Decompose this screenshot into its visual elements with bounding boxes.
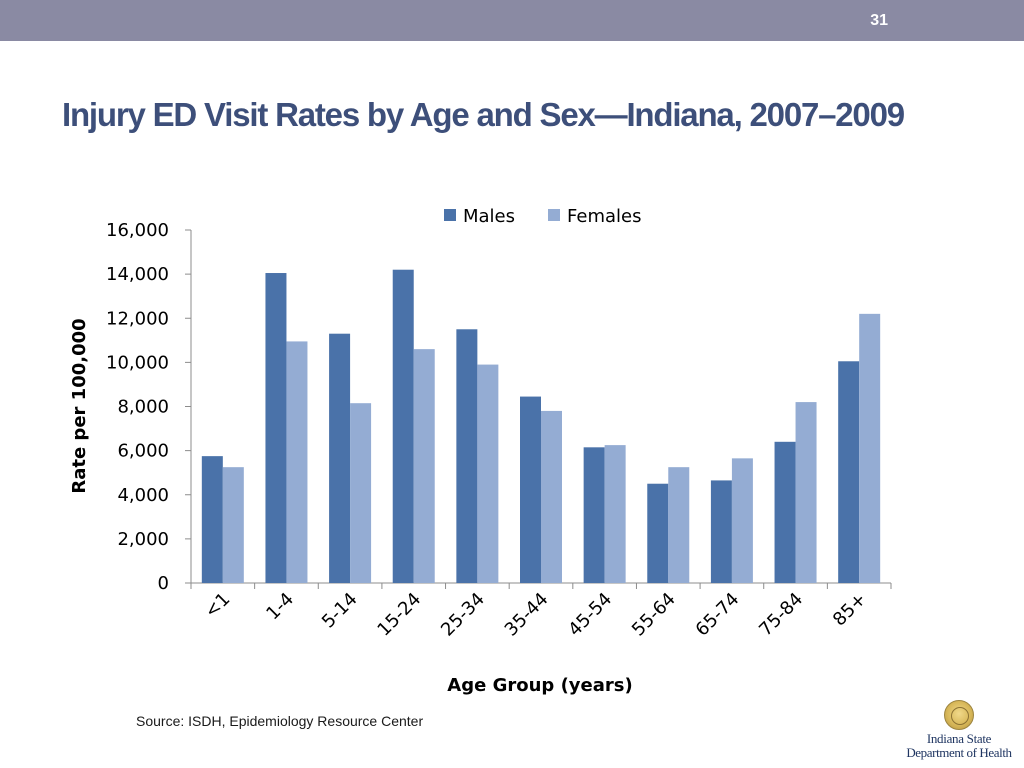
x-tick-label: 35-44 — [501, 589, 553, 641]
x-tick-label: <1 — [201, 589, 235, 623]
bar-females — [222, 467, 244, 583]
y-tick-label: 6,000 — [117, 441, 169, 462]
bar-males — [201, 456, 223, 583]
page-title: Injury ED Visit Rates by Age and Sex—Ind… — [62, 96, 905, 133]
bar-males — [392, 269, 414, 583]
logo-text-line2: Department of Health — [906, 745, 1012, 760]
y-tick-label: 12,000 — [106, 308, 169, 329]
x-tick-label: 25-34 — [437, 589, 489, 641]
x-tick-label: 45-54 — [564, 589, 616, 641]
x-tick-label: 75-84 — [755, 589, 807, 641]
top-bar: 31 — [0, 0, 1024, 41]
logo-text-line1: Indiana State — [926, 731, 992, 746]
slide-number: 31 — [870, 12, 888, 29]
legend-swatch-males — [444, 209, 456, 221]
bar-females — [668, 467, 690, 583]
bar-males — [774, 441, 796, 583]
bar-females — [413, 349, 435, 583]
bar-males — [329, 333, 351, 583]
legend-label-males: Males — [463, 206, 515, 227]
bar-females — [731, 458, 753, 583]
x-tick-label: 5-14 — [318, 589, 362, 633]
legend-swatch-females — [548, 209, 560, 221]
source-note: Source: ISDH, Epidemiology Resource Cent… — [136, 713, 424, 729]
bar-females — [604, 445, 626, 583]
legend-label-females: Females — [567, 206, 641, 227]
bar-males — [583, 447, 605, 583]
x-axis-label: Age Group (years) — [447, 675, 632, 696]
bar-males — [838, 361, 860, 583]
bar-males — [520, 396, 541, 583]
bar-females — [286, 341, 308, 583]
x-tick-label: 15-24 — [373, 589, 425, 641]
x-tick-label: 65-74 — [692, 589, 744, 641]
y-tick-label: 16,000 — [106, 220, 169, 241]
bar-males — [456, 329, 478, 583]
bar-females — [795, 402, 817, 583]
y-tick-label: 8,000 — [117, 397, 169, 418]
y-tick-label: 0 — [158, 573, 169, 594]
y-axis-label: Rate per 100,000 — [69, 318, 90, 493]
y-tick-label: 10,000 — [106, 352, 169, 373]
bar-males — [710, 480, 732, 583]
y-tick-label: 4,000 — [117, 485, 169, 506]
isdh-logo: Indiana State Department of Health — [900, 698, 1018, 762]
bar-females — [350, 403, 372, 583]
bar-females — [541, 410, 562, 583]
y-tick-label: 2,000 — [117, 529, 169, 550]
x-tick-label: 85+ — [829, 589, 871, 631]
bar-males — [265, 273, 287, 583]
state-seal-icon — [944, 700, 974, 730]
y-tick-label: 14,000 — [106, 264, 169, 285]
bar-females — [477, 364, 499, 583]
bar-females — [859, 313, 881, 583]
x-tick-label: 1-4 — [262, 589, 298, 625]
bar-males — [647, 483, 669, 583]
x-tick-label: 55-64 — [628, 589, 680, 641]
